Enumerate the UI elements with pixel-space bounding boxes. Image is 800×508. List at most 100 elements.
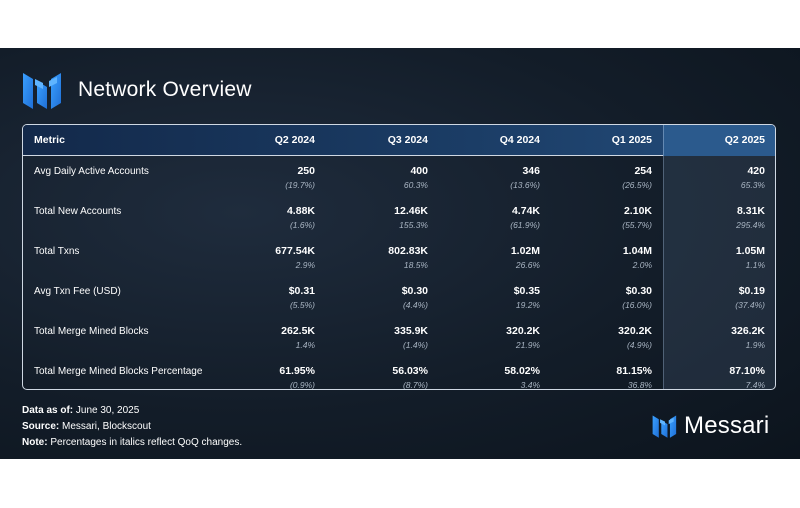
highlight-column-header-bg	[663, 125, 775, 156]
table-cell: 346 (13.6%)	[440, 165, 540, 191]
column-header-q1-2025: Q1 2025	[611, 134, 652, 146]
cell-change: (1.6%)	[289, 220, 315, 230]
table-cell: 12.46K 155.3%	[328, 205, 428, 231]
cell-value: 1.04M	[622, 245, 652, 257]
metric-label: Avg Txn Fee (USD)	[34, 286, 121, 297]
metric-label: Total Merge Mined Blocks Percentage	[34, 366, 203, 377]
table-cell: 81.15% 36.8%	[552, 365, 652, 390]
cell-value: 262.5K	[281, 325, 315, 337]
table-cell: 87.10% 7.4%	[665, 365, 765, 389]
table-row: Avg Daily Active Accounts 250 (19.7%) 400…	[23, 158, 775, 198]
cell-value: 420	[747, 165, 765, 177]
table-cell: 56.03% (8.7%)	[328, 365, 428, 390]
cell-change: 295.4%	[736, 220, 765, 230]
cell-value: $0.30	[401, 285, 428, 297]
cell-value: 4.74K	[511, 205, 540, 217]
cell-value: $0.35	[513, 285, 540, 297]
cell-value: 61.95%	[279, 365, 315, 377]
column-header-q4-2024: Q4 2024	[499, 134, 540, 146]
messari-m-logo-icon	[652, 415, 677, 438]
footer-notes: Data as of: June 30, 2025 Source: Messar…	[22, 403, 242, 451]
table-cell: 320.2K 21.9%	[440, 325, 540, 351]
cell-value: 320.2K	[506, 325, 540, 337]
table-cell: 1.05M 1.1%	[665, 245, 765, 271]
table-row: Avg Txn Fee (USD) $0.31 (5.5%) $0.30 (4.4%…	[23, 278, 775, 318]
table-cell: 250 (19.7%)	[215, 165, 315, 191]
column-header-q3-2024: Q3 2024	[387, 134, 428, 146]
brand-name: Messari	[684, 412, 770, 439]
metric-label: Total Txns	[34, 246, 80, 257]
cell-change: (61.9%)	[510, 220, 540, 230]
data-as-of-line: Data as of: June 30, 2025	[22, 403, 242, 419]
highlight-column	[663, 125, 775, 389]
cell-value: 56.03%	[392, 365, 428, 377]
table-cell: 1.02M 26.6%	[440, 245, 540, 271]
cell-change: (37.4%)	[735, 300, 765, 310]
cell-change: (19.7%)	[285, 180, 315, 190]
cell-value: 58.02%	[504, 365, 540, 377]
cell-change: (16.0%)	[622, 300, 652, 310]
cell-value: 1.05M	[735, 245, 765, 257]
cell-change: (4.9%)	[626, 340, 652, 350]
cell-change: (5.5%)	[289, 300, 315, 310]
table-cell: 1.04M 2.0%	[552, 245, 652, 271]
metric-label: Total New Accounts	[34, 206, 122, 217]
table-cell: 326.2K 1.9%	[665, 325, 765, 351]
cell-value: 677.54K	[275, 245, 315, 257]
table-cell: 58.02% 3.4%	[440, 365, 540, 390]
cell-change: (0.9%)	[289, 380, 315, 390]
table-cell: 262.5K 1.4%	[215, 325, 315, 351]
table-cell: 254 (26.5%)	[552, 165, 652, 191]
cell-value: $0.30	[625, 285, 652, 297]
cell-change: 2.9%	[295, 260, 315, 270]
table-cell: 802.83K 18.5%	[328, 245, 428, 271]
cell-change: 155.3%	[399, 220, 428, 230]
cell-value: 250	[297, 165, 315, 177]
cell-value: 4.88K	[286, 205, 315, 217]
table-cell: 320.2K (4.9%)	[552, 325, 652, 351]
messari-m-logo-icon	[23, 73, 61, 109]
brand-logo: Messari	[652, 412, 769, 440]
header: Network Overview	[22, 68, 252, 112]
cell-change: 21.9%	[515, 340, 540, 350]
table-row: Total Txns 677.54K 2.9% 802.83K 18.5% 1.02…	[23, 238, 775, 278]
table-cell: 61.95% (0.9%)	[215, 365, 315, 390]
note-value: Percentages in italics reflect QoQ chang…	[50, 437, 243, 448]
cell-change: (13.6%)	[510, 180, 540, 190]
cell-change: 65.3%	[740, 180, 765, 190]
cell-change: 19.2%	[515, 300, 540, 310]
cell-value: 254	[634, 165, 652, 177]
table-cell: 2.10K (55.7%)	[552, 205, 652, 231]
cell-value: 8.31K	[736, 205, 765, 217]
cell-change: (1.4%)	[402, 340, 428, 350]
table-header-row: Metric Q2 2024 Q3 2024 Q4 2024 Q1 2025 Q…	[23, 125, 775, 156]
table-cell: 4.74K (61.9%)	[440, 205, 540, 231]
column-header-metric: Metric	[34, 134, 65, 146]
table-cell: $0.35 19.2%	[440, 285, 540, 311]
cell-change: 1.4%	[295, 340, 315, 350]
table-cell: 335.9K (1.4%)	[328, 325, 428, 351]
metric-label: Avg Daily Active Accounts	[34, 166, 149, 177]
cell-change: 3.4%	[520, 380, 540, 390]
cell-change: 1.9%	[745, 340, 765, 350]
cell-change: 60.3%	[403, 180, 428, 190]
cell-change: (8.7%)	[402, 380, 428, 390]
cell-value: $0.31	[288, 285, 315, 297]
cell-value: 2.10K	[623, 205, 652, 217]
source-line: Source: Messari, Blockscout	[22, 419, 242, 435]
table-cell: $0.19 (37.4%)	[665, 285, 765, 311]
page-title: Network Overview	[78, 78, 252, 101]
table-cell: 8.31K 295.4%	[665, 205, 765, 231]
table-cell: 400 60.3%	[328, 165, 428, 191]
table-cell: $0.30 (16.0%)	[552, 285, 652, 311]
source-value: Messari, Blockscout	[62, 421, 151, 432]
note-label: Note:	[22, 437, 48, 448]
cell-change: 36.8%	[627, 380, 652, 390]
cell-change: (55.7%)	[622, 220, 652, 230]
table-row: Total Merge Mined Blocks Percentage 61.9…	[23, 358, 775, 390]
table-cell: 420 65.3%	[665, 165, 765, 191]
cell-value: 326.2K	[731, 325, 765, 337]
metrics-table: Metric Q2 2024 Q3 2024 Q4 2024 Q1 2025 Q…	[22, 124, 776, 390]
network-overview-card: Network Overview Metric Q2 2024 Q3 2024 …	[0, 48, 800, 459]
cell-value: 1.02M	[510, 245, 540, 257]
